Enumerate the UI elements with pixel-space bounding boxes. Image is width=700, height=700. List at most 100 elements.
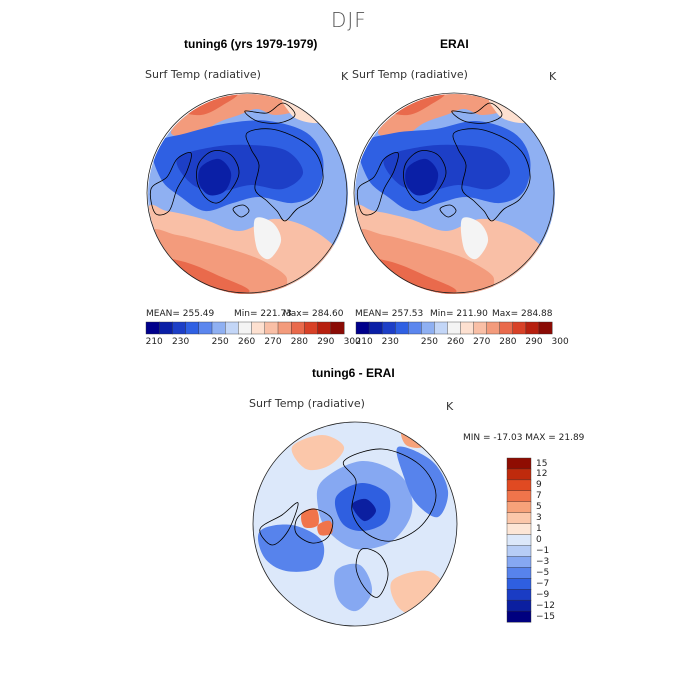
diff-colorbar-tick-label: −1 bbox=[536, 545, 550, 556]
diff-europe-coastline bbox=[355, 548, 389, 598]
greenland-coldest-zone bbox=[405, 158, 439, 196]
colorbar-swatch bbox=[525, 321, 540, 335]
diff-south-negative bbox=[334, 563, 373, 612]
scandinavia-mild-zone bbox=[460, 217, 489, 260]
colorbar-swatch bbox=[538, 321, 553, 335]
colorbar-swatch bbox=[172, 321, 187, 335]
diff-colorbar-tick-label: 5 bbox=[536, 502, 542, 513]
diff-colorbar-tick-label: −9 bbox=[536, 589, 550, 600]
diff-minmax-stat: MIN = -17.03 MAX = 21.89 bbox=[463, 433, 585, 443]
obs-colorbar bbox=[355, 321, 553, 335]
colorbar-swatch bbox=[277, 321, 292, 335]
colorbar-tick-label: 270 bbox=[264, 337, 282, 347]
colorbar-swatch bbox=[224, 321, 239, 335]
colorbar-swatch bbox=[330, 321, 345, 335]
colorbar-swatch bbox=[473, 321, 488, 335]
diff-colorbar-swatch bbox=[506, 501, 532, 514]
model-units-label: K bbox=[341, 70, 349, 83]
colorbar-swatch bbox=[290, 321, 305, 335]
alaska-coastline bbox=[451, 102, 503, 124]
model-colorbar bbox=[145, 321, 345, 335]
diff-eurasia-coastline bbox=[342, 448, 437, 542]
diff-c-positive bbox=[317, 520, 333, 536]
colorbar-swatch bbox=[158, 321, 173, 335]
diff-colorbar-swatch bbox=[506, 490, 532, 503]
canada-coastline bbox=[356, 152, 399, 216]
colorbar-tick-label: 270 bbox=[473, 337, 491, 347]
diff-colorbar-swatch bbox=[506, 512, 532, 525]
map-boundary bbox=[146, 92, 348, 294]
diff-colorbar-swatch bbox=[506, 534, 532, 546]
diff-colorbar-tick-label: −15 bbox=[536, 611, 555, 622]
colorbar-tick-label: 250 bbox=[211, 337, 229, 347]
diff-variable-label: Surf Temp (radiative) bbox=[249, 397, 365, 410]
diff-colorbar-swatch bbox=[506, 457, 532, 470]
diff-north-positive bbox=[291, 435, 345, 471]
obs-units-label: K bbox=[549, 70, 557, 83]
colorbar-swatch bbox=[185, 321, 200, 335]
diff-greenland-coastline bbox=[294, 508, 334, 544]
model-mean-stat: MEAN= 255.49 bbox=[146, 309, 215, 319]
model-panel-title: tuning6 (yrs 1979-1979) bbox=[184, 37, 318, 51]
colorbar-swatch bbox=[408, 321, 422, 335]
colorbar-swatch bbox=[512, 321, 527, 335]
colorbar-tick-label: 290 bbox=[525, 337, 543, 347]
diff-colorbar-swatch bbox=[506, 545, 532, 557]
colorbar-swatch bbox=[395, 321, 409, 335]
diff-colorbar-swatch bbox=[506, 567, 532, 579]
colorbar-swatch bbox=[486, 321, 501, 335]
colorbar-swatch bbox=[421, 321, 435, 335]
diff-colorbar-tick-label: −3 bbox=[536, 556, 550, 567]
diff-colorbar-tick-label: 15 bbox=[536, 458, 548, 469]
diff-colorbar-swatch bbox=[506, 578, 532, 590]
diff-panel-title: tuning6 - ERAI bbox=[312, 366, 395, 380]
colorbar-swatch bbox=[434, 321, 448, 335]
greenland-coastline bbox=[196, 150, 240, 204]
diff-west-negative bbox=[257, 524, 325, 572]
diff-colorbar-tick-label: 7 bbox=[536, 491, 542, 502]
colorbar-tick-label: 250 bbox=[420, 337, 439, 347]
model-max-stat: Max= 284.60 bbox=[283, 309, 344, 319]
diff-east-negative bbox=[396, 446, 449, 518]
eurasia-coastline bbox=[452, 128, 531, 222]
model-colorbar-ticks: 210 230 250 260 270 280 290 300 bbox=[146, 337, 361, 349]
diff-colorbar-swatch bbox=[506, 588, 532, 601]
colorbar-tick-label: 230 bbox=[172, 337, 190, 347]
season-title: DJF bbox=[331, 8, 367, 32]
obs-min-stat: Min= 211.90 bbox=[430, 309, 488, 319]
arctic-colder-zone bbox=[383, 144, 511, 191]
colorbar-swatch bbox=[238, 321, 253, 335]
model-min-stat: Min= 221.73 bbox=[234, 309, 292, 319]
colorbar-tick-label: 260 bbox=[447, 337, 465, 347]
colorbar-swatch bbox=[499, 321, 514, 335]
colorbar-tick-label: 260 bbox=[238, 337, 256, 347]
iceland-coastline bbox=[439, 204, 457, 218]
diff-w-positive bbox=[301, 508, 319, 529]
colorbar-swatch bbox=[145, 321, 160, 335]
scandinavia-mild-zone bbox=[253, 217, 282, 260]
diff-colorbar-tick-label: −7 bbox=[536, 578, 550, 589]
colorbar-tick-label: 280 bbox=[499, 337, 517, 347]
diff-colorbar-tick-label: −5 bbox=[536, 567, 550, 578]
colorbar-swatch bbox=[447, 321, 462, 335]
colorbar-swatch bbox=[381, 321, 396, 335]
alaska-coastline bbox=[244, 102, 296, 124]
diff-colorbar-swatch bbox=[506, 610, 532, 623]
obs-polar-map bbox=[353, 92, 555, 294]
colorbar-tick-label: 230 bbox=[381, 337, 399, 347]
colorbar-swatch bbox=[251, 321, 266, 335]
colorbar-swatch bbox=[211, 321, 226, 335]
diff-colorbar-swatch bbox=[506, 479, 532, 492]
colorbar-tick-label: 210 bbox=[355, 337, 373, 347]
colorbar-swatch bbox=[460, 321, 475, 335]
colorbar-swatch bbox=[368, 321, 383, 335]
diff-colorbar-tick-label: 0 bbox=[536, 535, 542, 545]
eurasia-coastline bbox=[245, 128, 324, 222]
diff-colorbar-swatch bbox=[506, 523, 532, 536]
colorbar-swatch bbox=[264, 321, 279, 335]
colorbar-tick-label: 290 bbox=[317, 337, 335, 347]
diff-colorbar-swatch bbox=[506, 599, 532, 612]
diff-colorbar-ticks: 15 12 9 7 5 3 1 0 −1 −3 −5 −7 −9 −12 −15 bbox=[536, 458, 576, 622]
model-polar-map bbox=[146, 92, 348, 294]
arctic-colder-zone bbox=[176, 144, 304, 191]
